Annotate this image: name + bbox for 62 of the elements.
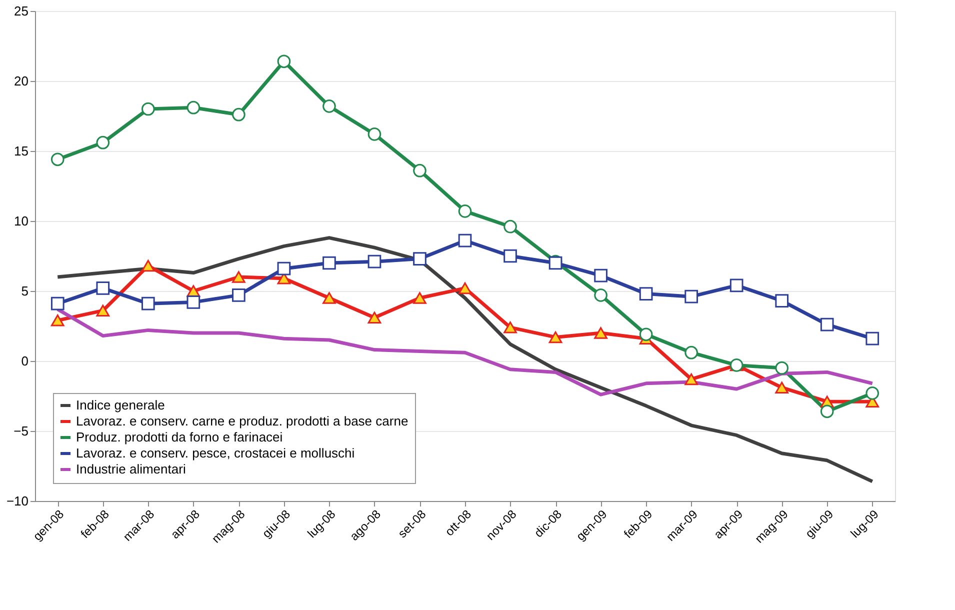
point bbox=[730, 278, 744, 292]
point bbox=[458, 282, 472, 294]
point bbox=[866, 332, 880, 346]
point bbox=[684, 346, 698, 360]
y-tick-label: 0 bbox=[21, 354, 28, 368]
point bbox=[684, 373, 698, 386]
point bbox=[322, 100, 336, 113]
point bbox=[820, 318, 834, 332]
point bbox=[504, 249, 517, 263]
y-tick-label: 20 bbox=[14, 74, 28, 88]
point bbox=[50, 314, 64, 326]
point bbox=[775, 294, 789, 308]
point bbox=[594, 327, 608, 339]
y-tick-label: 15 bbox=[14, 144, 28, 158]
legend-label: Lavoraz. e conserv. pesce, crostacei e molluschi bbox=[76, 446, 355, 460]
point bbox=[684, 290, 698, 304]
point bbox=[141, 260, 155, 272]
legend-label: Lavoraz. e conserv. carne e produz. prodotti a base carne bbox=[76, 414, 408, 428]
legend-label: Produz. prodotti da forno e farinacei bbox=[76, 430, 283, 444]
point bbox=[232, 288, 246, 302]
point bbox=[277, 54, 291, 68]
point bbox=[775, 361, 789, 375]
point bbox=[504, 220, 517, 234]
point bbox=[322, 292, 336, 304]
point bbox=[368, 128, 382, 141]
point bbox=[413, 164, 426, 178]
point bbox=[186, 296, 200, 309]
point bbox=[594, 288, 608, 302]
point bbox=[322, 256, 336, 270]
point bbox=[639, 287, 653, 300]
point bbox=[96, 282, 110, 295]
point bbox=[594, 268, 608, 282]
point bbox=[775, 382, 789, 394]
point bbox=[96, 304, 110, 316]
point bbox=[96, 136, 110, 150]
point bbox=[458, 234, 472, 248]
y-tick-label: −5 bbox=[14, 424, 28, 438]
legend-label: Indice generale bbox=[76, 398, 165, 412]
point bbox=[413, 252, 426, 266]
point bbox=[548, 331, 562, 344]
point bbox=[639, 328, 653, 342]
point bbox=[50, 152, 64, 166]
y-tick-label: 25 bbox=[14, 4, 28, 18]
y-tick-label: −10 bbox=[6, 494, 28, 508]
point bbox=[413, 292, 426, 304]
point bbox=[232, 271, 246, 283]
point bbox=[232, 108, 246, 122]
point bbox=[458, 204, 472, 218]
point bbox=[141, 102, 155, 116]
y-tick-label: 5 bbox=[21, 284, 28, 298]
point bbox=[368, 312, 382, 324]
legend-label: Industrie alimentari bbox=[76, 462, 186, 476]
y-tick-label: 10 bbox=[14, 214, 28, 228]
point bbox=[504, 322, 517, 334]
point bbox=[186, 100, 200, 114]
point bbox=[277, 262, 291, 276]
point bbox=[141, 296, 155, 310]
line-series bbox=[56, 236, 874, 484]
point bbox=[820, 404, 834, 418]
point bbox=[866, 386, 880, 400]
point bbox=[50, 296, 64, 310]
point bbox=[368, 254, 382, 268]
